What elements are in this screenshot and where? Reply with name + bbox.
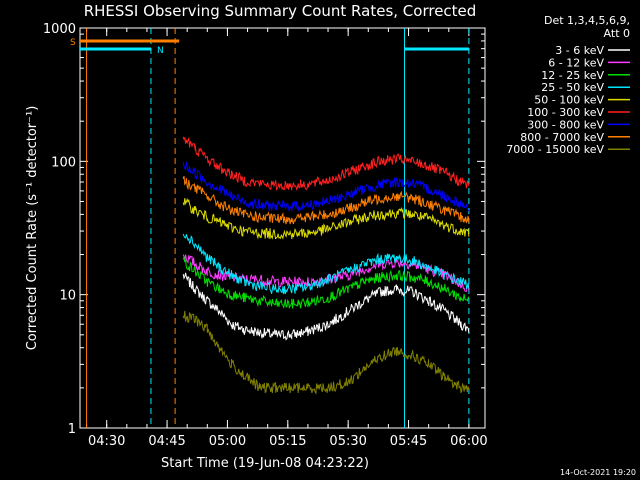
y-tick-label: 100 bbox=[51, 155, 76, 170]
series-line bbox=[182, 272, 470, 341]
legend-label: 7000 - 15000 keV bbox=[506, 143, 604, 156]
x-axis-label: Start Time (19-Jun-08 04:23:22) bbox=[161, 456, 369, 471]
series-line bbox=[182, 233, 470, 295]
x-tick-label: 05:15 bbox=[269, 434, 306, 449]
legend-header-line-2: Att 0 bbox=[604, 27, 630, 40]
y-axis-label: Corrected Count Rate (s⁻¹ detector⁻¹) bbox=[25, 106, 40, 351]
flag-label: S bbox=[70, 38, 76, 48]
generation-timestamp: 14-Oct-2021 19:20 bbox=[560, 468, 636, 477]
plot-frame bbox=[79, 27, 486, 429]
x-tick-label: 04:45 bbox=[148, 434, 185, 449]
x-tick-label: 04:30 bbox=[88, 434, 125, 449]
legend-label: 100 - 300 keV bbox=[527, 106, 604, 119]
x-tick-label: 05:30 bbox=[329, 434, 366, 449]
legend-label: 800 - 7000 keV bbox=[520, 131, 604, 144]
series-line bbox=[182, 255, 470, 310]
legend-label: 12 - 25 keV bbox=[541, 69, 604, 82]
legend-header-line-1: Det 1,3,4,5,6,9, bbox=[544, 14, 630, 27]
y-tick-label: 10 bbox=[59, 289, 76, 304]
x-tick-label: 06:00 bbox=[450, 434, 487, 449]
x-tick-label: 05:45 bbox=[390, 434, 427, 449]
legend-label: 3 - 6 keV bbox=[555, 44, 604, 57]
y-tick-label: 1000 bbox=[43, 22, 76, 37]
legend-label: 300 - 800 keV bbox=[527, 118, 604, 131]
flag-label: N bbox=[157, 46, 164, 56]
legend-label: 25 - 50 keV bbox=[541, 81, 604, 94]
series-line bbox=[182, 310, 470, 395]
legend-label: 6 - 12 keV bbox=[548, 56, 604, 69]
x-tick-label: 05:00 bbox=[209, 434, 246, 449]
chart-title: RHESSI Observing Summary Count Rates, Co… bbox=[84, 2, 477, 20]
y-tick-label: 1 bbox=[68, 422, 76, 437]
series-line bbox=[182, 136, 470, 191]
series-line bbox=[182, 161, 470, 212]
legend-label: 50 - 100 keV bbox=[534, 94, 604, 107]
series-line bbox=[182, 197, 470, 240]
series-line bbox=[182, 175, 470, 225]
